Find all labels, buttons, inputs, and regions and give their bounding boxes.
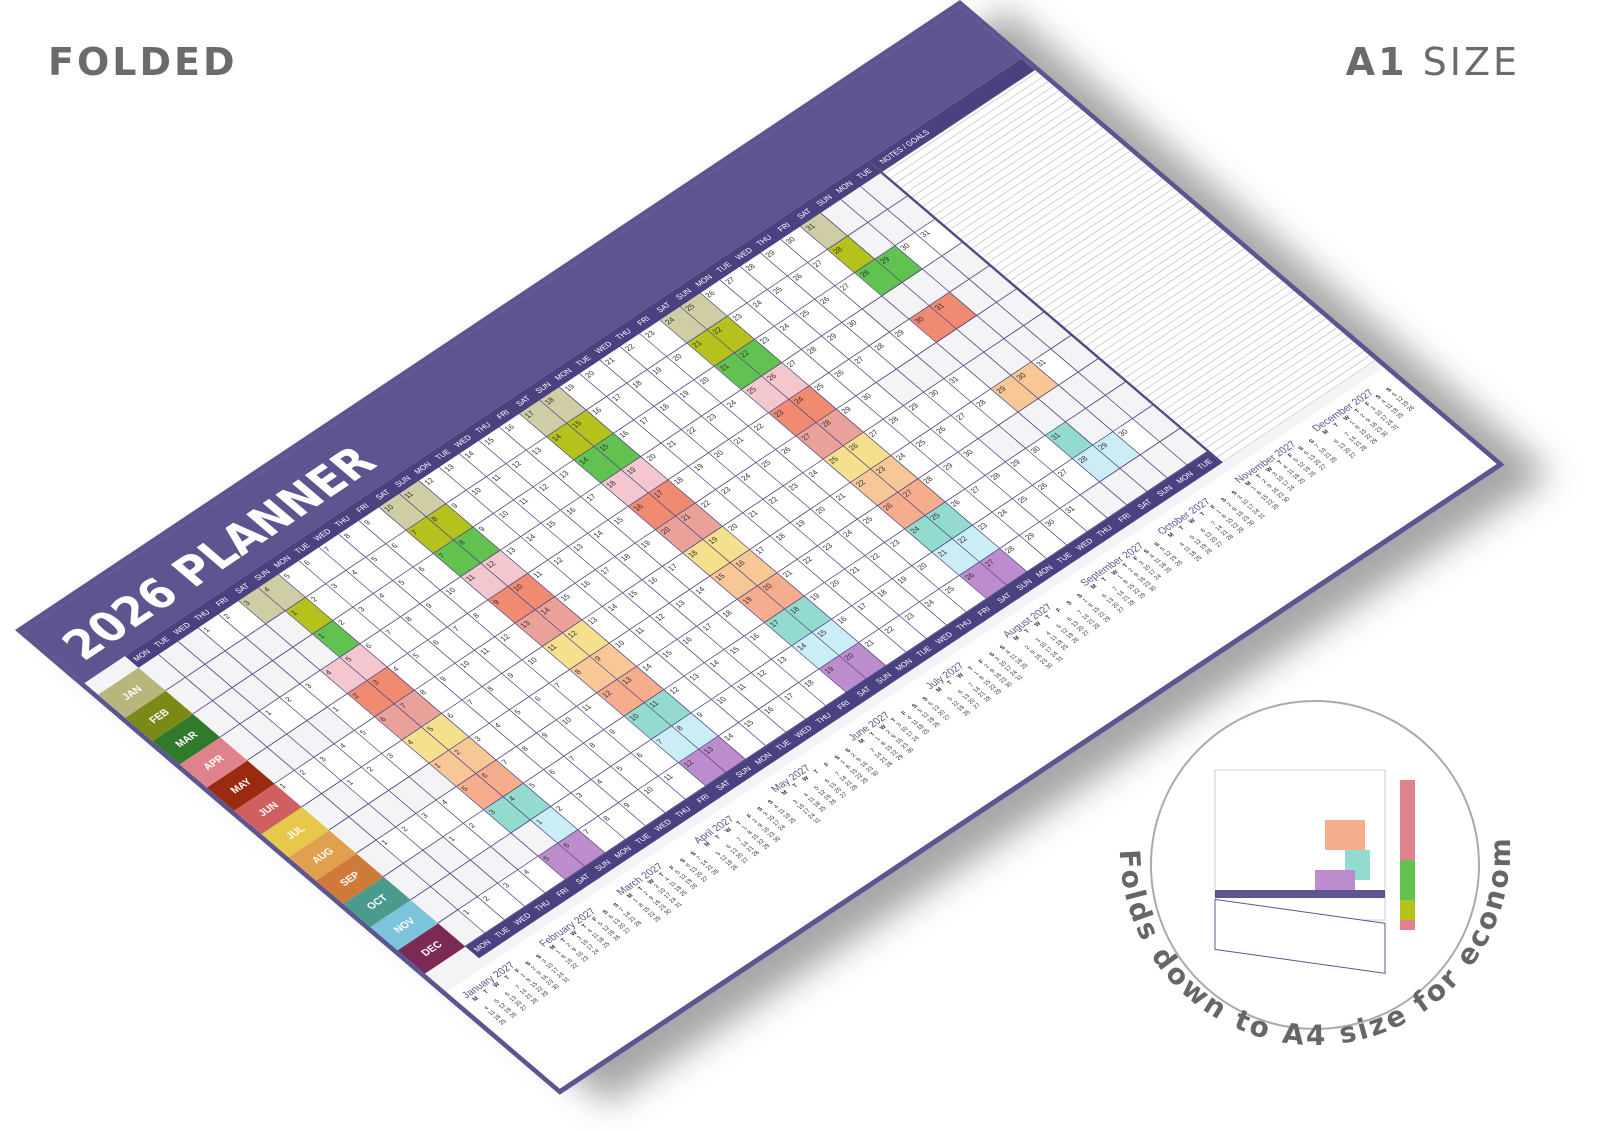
size-label: A1 SIZE <box>1346 40 1520 84</box>
badge-text: Folds down to A4 size for economical P&P <box>1100 650 1514 1052</box>
folded-label: FOLDED <box>48 40 238 84</box>
size-text: SIZE <box>1422 40 1520 84</box>
badge-curved-text: Folds down to A4 size for economical P&P <box>1100 650 1517 1052</box>
svg-text:Folds down to A4 size for econ: Folds down to A4 size for economical P&P <box>1100 650 1517 1052</box>
size-bold: A1 <box>1345 40 1408 84</box>
folded-planner-illustration <box>1214 769 1415 974</box>
fold-badge-circle <box>1150 700 1480 1030</box>
